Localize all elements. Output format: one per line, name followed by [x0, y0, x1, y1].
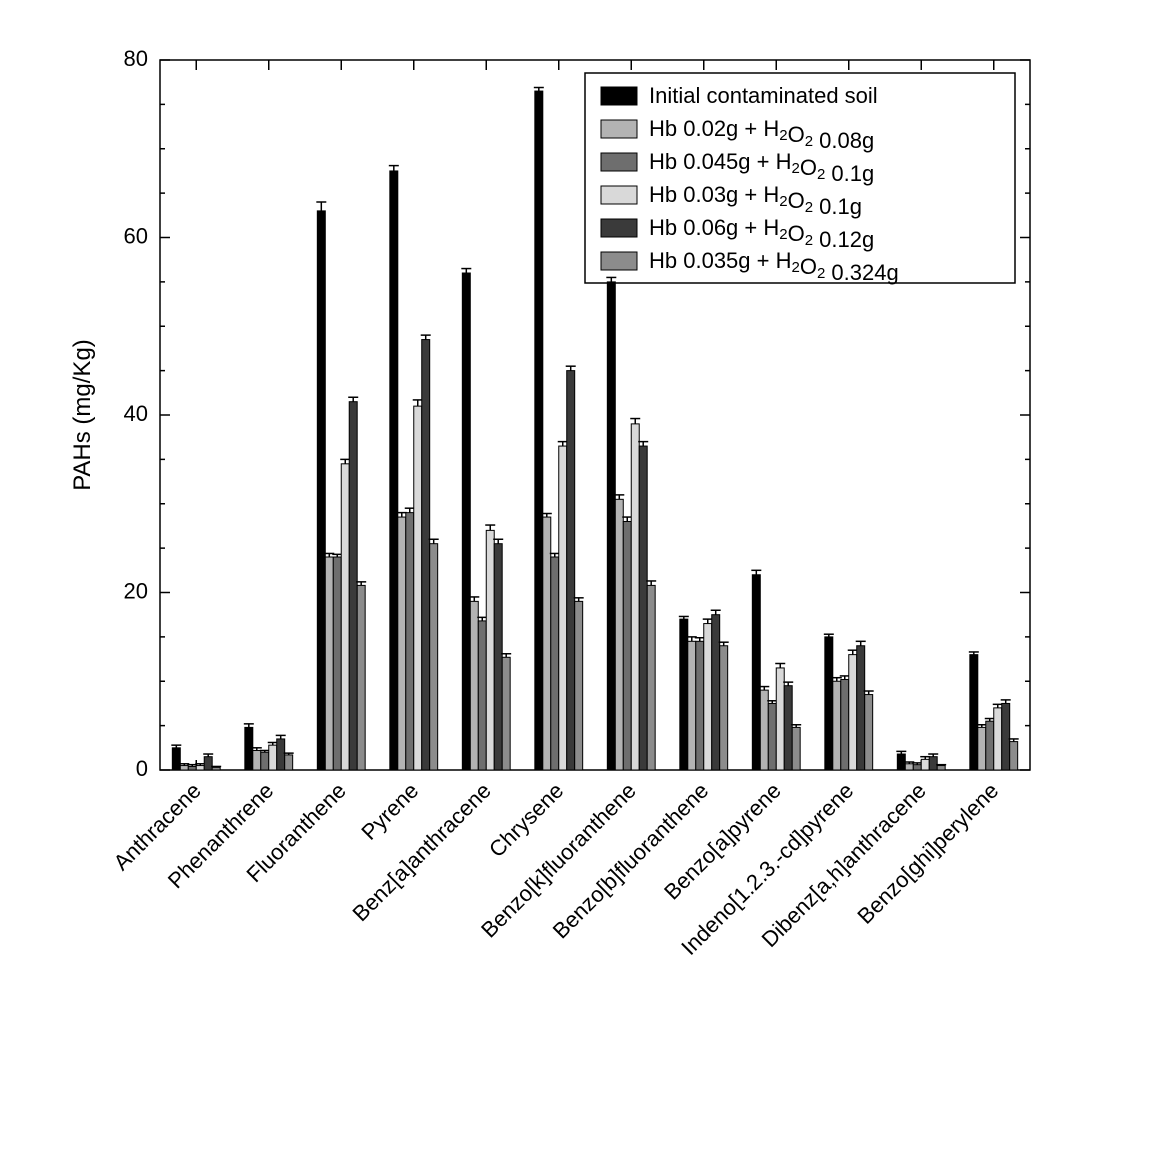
bar	[430, 544, 438, 770]
bar	[285, 755, 293, 770]
legend-swatch	[601, 153, 637, 171]
bar	[414, 406, 422, 770]
bar	[406, 513, 414, 770]
bar	[680, 619, 688, 770]
bar	[172, 748, 180, 770]
bar	[704, 624, 712, 770]
bar	[478, 621, 486, 770]
bar	[341, 464, 349, 770]
bar	[535, 91, 543, 770]
y-tick-label: 60	[124, 223, 148, 248]
bar	[398, 517, 406, 770]
y-tick-label: 20	[124, 578, 148, 603]
bar	[277, 739, 285, 770]
legend-swatch	[601, 87, 637, 105]
y-tick-label: 0	[136, 756, 148, 781]
bar	[349, 402, 357, 770]
bar	[470, 601, 478, 770]
bar	[494, 544, 502, 770]
bar	[607, 282, 615, 770]
legend-swatch	[601, 219, 637, 237]
bar	[567, 371, 575, 770]
bar	[269, 745, 277, 770]
bar	[905, 764, 913, 770]
chart-svg: 020406080PAHs (mg/Kg)AnthracenePhenanthr…	[0, 0, 1170, 1156]
bar	[502, 657, 510, 770]
bar	[937, 766, 945, 770]
bar	[422, 340, 430, 770]
bar	[390, 171, 398, 770]
y-tick-label: 40	[124, 401, 148, 426]
bar	[712, 615, 720, 770]
bar	[647, 585, 655, 770]
bar	[792, 727, 800, 770]
bar	[543, 517, 551, 770]
bar	[994, 708, 1002, 770]
bar	[631, 424, 639, 770]
bar	[1010, 742, 1018, 770]
y-axis-label: PAHs (mg/Kg)	[69, 339, 96, 491]
bar	[833, 681, 841, 770]
bar	[768, 703, 776, 770]
chart-figure: 020406080PAHs (mg/Kg)AnthracenePhenanthr…	[0, 0, 1170, 1156]
bar	[970, 655, 978, 770]
y-tick-label: 80	[124, 46, 148, 71]
bar	[857, 646, 865, 770]
bar	[253, 750, 261, 770]
bar	[913, 765, 921, 770]
legend-label: Initial contaminated soil	[649, 83, 878, 108]
bar	[865, 695, 873, 770]
bar	[180, 766, 188, 770]
bar	[696, 641, 704, 770]
bar	[897, 754, 905, 770]
bar	[317, 211, 325, 770]
bar	[486, 530, 494, 770]
bar	[462, 273, 470, 770]
legend-swatch	[601, 252, 637, 270]
bar	[245, 727, 253, 770]
bar	[196, 766, 204, 770]
bar	[212, 767, 220, 770]
bar	[776, 668, 784, 770]
bar	[760, 690, 768, 770]
bar	[849, 655, 857, 770]
bar	[325, 557, 333, 770]
bar	[784, 686, 792, 770]
bar	[825, 637, 833, 770]
bar	[623, 522, 631, 771]
bar	[559, 446, 567, 770]
bar	[921, 759, 929, 770]
bar	[204, 757, 212, 770]
legend-swatch	[601, 186, 637, 204]
bar	[986, 721, 994, 770]
bar	[261, 752, 269, 770]
bar	[1002, 703, 1010, 770]
bar	[551, 557, 559, 770]
bar	[978, 727, 986, 770]
bar	[929, 757, 937, 770]
bar	[188, 766, 196, 770]
bar	[752, 575, 760, 770]
legend-swatch	[601, 120, 637, 138]
bar	[575, 601, 583, 770]
bar	[639, 446, 647, 770]
bar	[357, 585, 365, 770]
bar	[720, 646, 728, 770]
bar	[688, 641, 696, 770]
bar	[333, 557, 341, 770]
bar	[841, 679, 849, 770]
bar	[615, 499, 623, 770]
